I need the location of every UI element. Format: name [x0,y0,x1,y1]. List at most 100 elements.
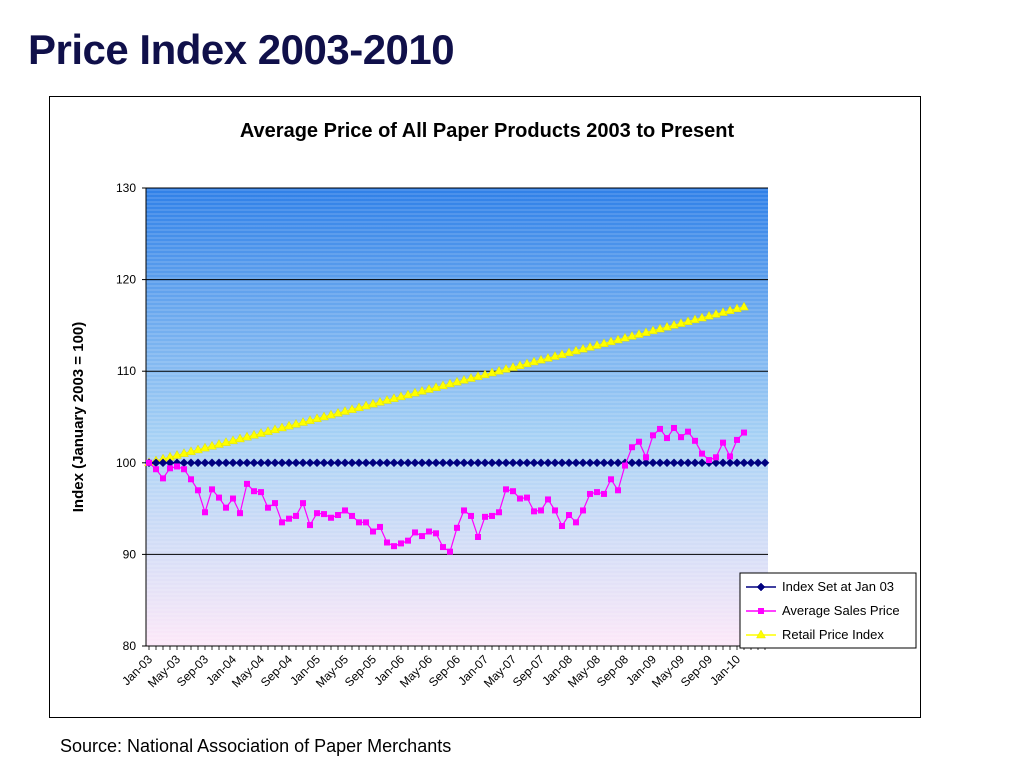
data-point [384,539,390,546]
data-point [391,543,397,550]
data-point [347,404,357,413]
data-point [340,458,350,468]
data-point [228,458,238,468]
data-point [333,407,343,417]
data-point [319,458,329,468]
data-point [354,458,364,468]
data-point [221,437,231,446]
data-point [473,458,483,468]
data-point [573,519,579,526]
data-point [690,314,700,324]
data-point [202,509,208,516]
data-point [298,417,308,426]
data-point [711,309,721,318]
data-point [412,529,418,536]
y-tick-label: 120 [116,273,136,287]
data-point [223,504,229,511]
data-point [279,519,285,526]
data-point [510,488,516,495]
data-point [307,522,313,529]
data-point [349,512,355,519]
data-point [685,428,691,435]
data-point [571,458,581,468]
data-point [739,458,749,468]
data-point [655,458,665,468]
data-point [235,433,245,443]
data-point [601,490,607,497]
data-point [447,548,453,555]
data-point [627,330,637,340]
data-point [347,458,357,468]
data-point [300,500,306,507]
data-point [669,319,679,329]
y-tick-label: 90 [123,547,137,561]
data-point [592,458,602,468]
data-point [214,458,224,468]
data-point [186,446,196,456]
y-tick-label: 80 [123,639,137,653]
data-point [403,389,413,399]
data-point [634,458,644,468]
data-point [758,608,764,614]
data-point [482,513,488,520]
x-tick-label: Sep-03 [174,652,211,689]
slide-title: Price Index 2003-2010 [28,26,455,73]
data-point [564,347,574,357]
data-point [431,458,441,468]
data-point [305,458,315,468]
data-point [585,458,595,468]
data-point [305,415,315,424]
data-point [522,458,532,468]
data-point [445,458,455,468]
data-point [676,458,686,468]
legend-item: Index Set at Jan 03 [746,579,894,594]
data-point [515,360,525,369]
data-point [361,400,371,410]
data-point [286,515,292,522]
data-point [389,458,399,468]
x-tick-label: Sep-08 [594,652,631,689]
data-point [475,533,481,540]
data-point [389,393,399,402]
data-point [312,413,322,423]
series-index-set-at-jan-03 [144,458,770,468]
data-point [314,510,320,517]
source-note: Source: National Association of Paper Me… [60,736,452,756]
data-point [326,409,336,419]
data-point [699,450,705,457]
data-point [200,458,210,468]
data-point [536,354,546,364]
data-point [662,458,672,468]
data-point [410,458,420,468]
data-point [298,458,308,468]
data-point [328,514,334,521]
data-point [592,340,602,349]
data-point [487,367,497,377]
data-point [452,458,462,468]
data-point [599,458,609,468]
data-point [209,486,215,493]
data-point [396,391,406,401]
data-point [228,435,238,445]
data-point [342,507,348,514]
data-point [732,303,742,313]
data-point [361,458,371,468]
data-point [669,458,679,468]
data-point [741,429,747,436]
data-point [725,458,735,468]
data-point [622,462,628,469]
data-point [550,458,560,468]
data-point [426,528,432,535]
data-point [524,494,530,501]
data-point [489,512,495,519]
data-point [174,463,180,470]
data-point [188,476,194,483]
data-point [433,530,439,537]
data-point [585,341,595,351]
data-point [461,507,467,514]
y-tick-label: 130 [116,181,136,195]
data-point [753,458,763,468]
data-point [291,418,301,428]
chart-title: Average Price of All Paper Products 2003… [240,120,735,142]
y-tick-label: 100 [116,456,136,470]
